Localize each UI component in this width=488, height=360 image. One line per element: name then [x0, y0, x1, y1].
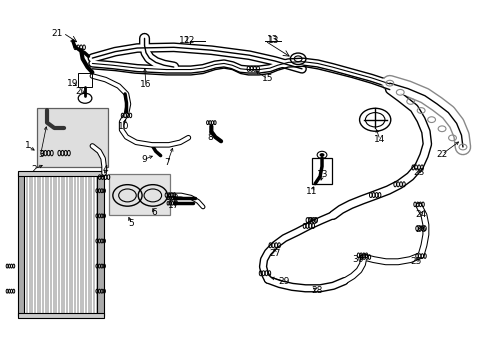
- Text: 17: 17: [168, 201, 179, 210]
- Bar: [18, 171, 104, 176]
- Text: 1: 1: [24, 141, 30, 150]
- Text: 5: 5: [128, 219, 134, 228]
- Text: 30: 30: [351, 255, 363, 264]
- Text: 25: 25: [409, 257, 421, 266]
- Text: 16: 16: [140, 81, 151, 90]
- Text: 21: 21: [51, 29, 62, 38]
- Text: 18: 18: [168, 194, 179, 203]
- Text: 12: 12: [184, 36, 195, 45]
- Text: 22: 22: [435, 150, 447, 159]
- Text: 8: 8: [207, 133, 213, 142]
- Text: 13: 13: [316, 170, 327, 179]
- Text: 26: 26: [414, 225, 426, 234]
- Bar: [311, 158, 331, 184]
- Circle shape: [319, 153, 324, 157]
- Text: 26: 26: [305, 217, 317, 226]
- Bar: [37, 108, 108, 167]
- Text: 13: 13: [266, 35, 278, 44]
- Polygon shape: [20, 173, 101, 316]
- Text: 29: 29: [278, 276, 289, 285]
- Text: 20: 20: [75, 86, 87, 95]
- Text: 24: 24: [414, 210, 426, 219]
- Bar: [97, 173, 103, 316]
- Text: 6: 6: [151, 208, 157, 217]
- Text: 7: 7: [164, 158, 170, 167]
- Bar: [78, 73, 92, 87]
- Text: 3: 3: [38, 150, 43, 159]
- Text: 19: 19: [67, 80, 79, 89]
- Text: 15: 15: [262, 75, 273, 84]
- Bar: [18, 173, 23, 316]
- Text: 28: 28: [310, 286, 322, 295]
- Text: 27: 27: [268, 249, 280, 258]
- Text: 14: 14: [374, 135, 385, 144]
- Bar: [18, 314, 104, 318]
- Text: 2: 2: [31, 165, 37, 174]
- Text: 10: 10: [118, 122, 129, 131]
- Text: 23: 23: [412, 168, 424, 177]
- Bar: [109, 174, 169, 215]
- Text: 13: 13: [267, 36, 279, 45]
- Text: 11: 11: [305, 187, 317, 196]
- Text: 12: 12: [179, 36, 190, 45]
- Text: 9: 9: [142, 155, 147, 164]
- Text: 4: 4: [102, 166, 108, 175]
